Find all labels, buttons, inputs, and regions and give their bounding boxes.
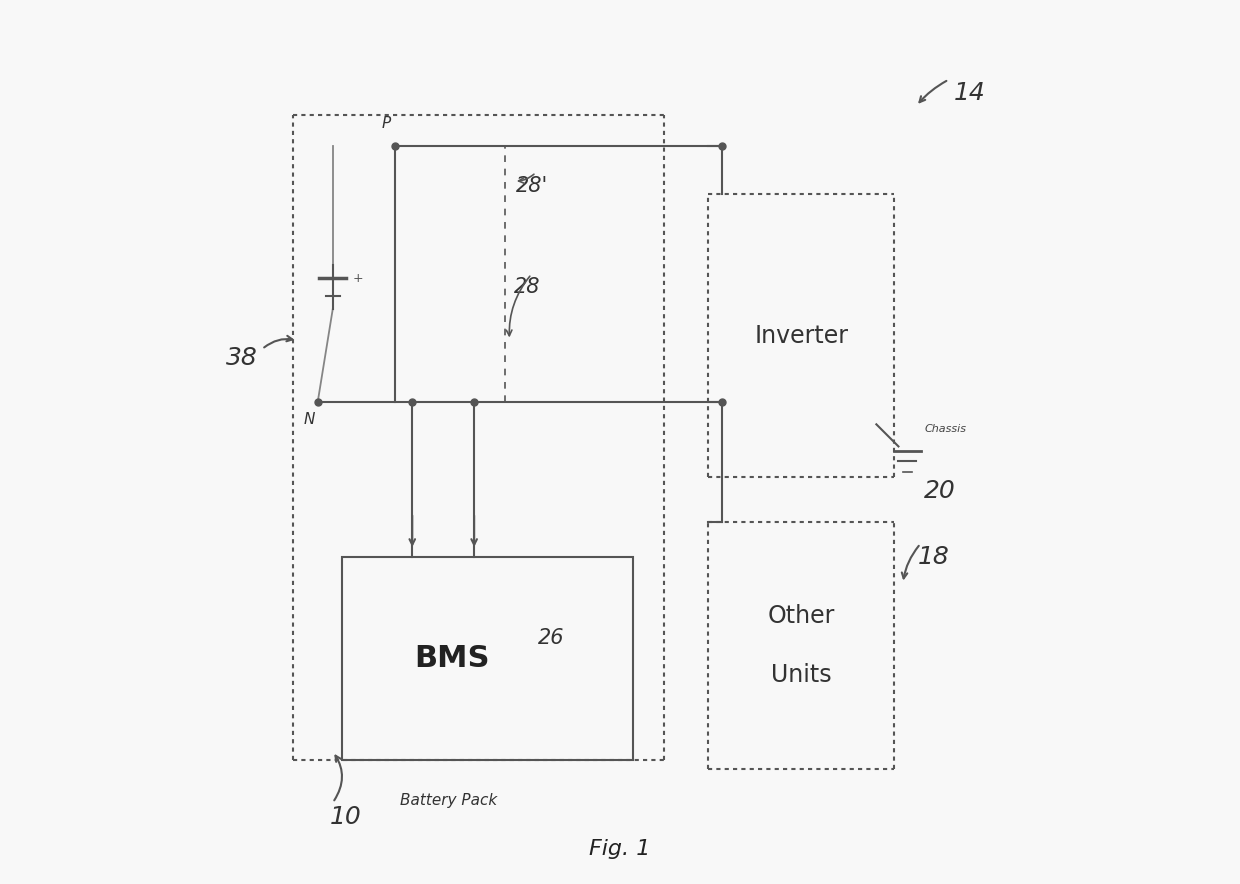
Text: BMS: BMS — [414, 644, 490, 673]
Text: Chassis: Chassis — [925, 423, 967, 434]
Text: P: P — [381, 117, 391, 131]
Text: 28: 28 — [513, 278, 541, 297]
Text: Units: Units — [771, 663, 832, 687]
Text: +: + — [352, 272, 363, 285]
Text: 10: 10 — [330, 804, 362, 829]
Text: Other: Other — [768, 604, 835, 628]
Text: N: N — [303, 413, 315, 427]
Text: Fig. 1: Fig. 1 — [589, 839, 651, 858]
Text: 20: 20 — [924, 478, 956, 503]
Text: 38: 38 — [226, 346, 258, 370]
Text: 28': 28' — [516, 176, 548, 195]
Text: 14: 14 — [954, 80, 985, 105]
Text: Battery Pack: Battery Pack — [401, 793, 497, 807]
Text: Inverter: Inverter — [754, 324, 848, 348]
Text: 26: 26 — [538, 629, 565, 648]
Text: 18: 18 — [918, 545, 950, 569]
